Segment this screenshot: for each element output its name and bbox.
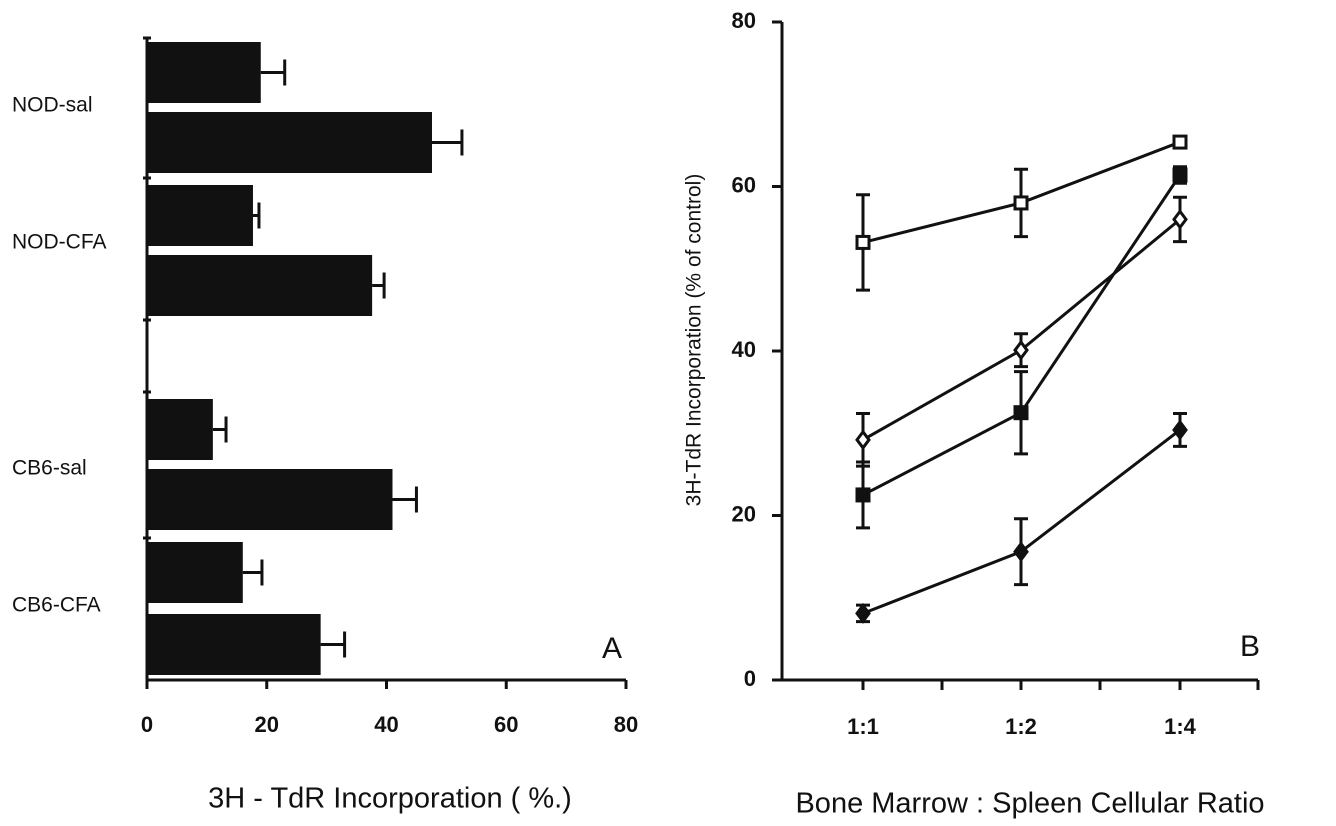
- marker: [1013, 541, 1029, 563]
- x-axis-label: Bone Marrow : Spleen Cellular Ratio: [795, 788, 1264, 820]
- error-bar: [242, 559, 264, 586]
- marker: [1172, 134, 1188, 150]
- error-bar: [372, 272, 386, 299]
- marker: [1172, 208, 1188, 230]
- marker: [855, 234, 871, 250]
- marker: [855, 602, 871, 624]
- bar: [147, 469, 393, 530]
- x-tick-label: 20: [255, 712, 279, 737]
- bar: [147, 255, 373, 316]
- error-bar: [260, 59, 287, 86]
- marker: [1013, 195, 1029, 211]
- y-tick-label: 20: [732, 501, 756, 526]
- x-axis-label: 3H - TdR Incorporation ( %.): [208, 783, 572, 815]
- x-tick-label: 0: [141, 712, 153, 737]
- x-tick-label: 1:1: [847, 714, 879, 739]
- marker: [855, 429, 871, 451]
- error-bar: [320, 631, 347, 658]
- y-tick-label: 80: [732, 8, 756, 33]
- x-tick-label: 80: [614, 712, 638, 737]
- x-tick-label: 1:4: [1164, 714, 1197, 739]
- marker: [1013, 405, 1029, 421]
- category-label: NOD-CFA: [12, 231, 107, 254]
- y-tick-label: 40: [732, 337, 756, 362]
- category-label: CB6-CFA: [12, 594, 101, 617]
- x-tick-label: 1:2: [1005, 714, 1037, 739]
- error-bar: [252, 202, 261, 229]
- bar: [147, 112, 433, 173]
- marker: [1172, 167, 1188, 183]
- category-label: CB6-sal: [12, 457, 87, 480]
- y-tick-label: 0: [744, 666, 756, 691]
- x-tick-label: 60: [494, 712, 518, 737]
- bar: [147, 185, 253, 246]
- marker: [1172, 419, 1188, 441]
- error-bar: [212, 416, 228, 443]
- error-bar: [432, 129, 464, 156]
- y-axis-label: 3H-TdR Incorporation (% of control): [683, 174, 706, 507]
- bar: [147, 399, 213, 460]
- bar: [147, 614, 321, 675]
- marker: [1013, 339, 1029, 361]
- category-label: NOD-sal: [12, 94, 93, 117]
- bar: [147, 542, 243, 603]
- marker: [855, 487, 871, 503]
- y-tick-label: 60: [732, 172, 756, 197]
- panel-label: B: [1240, 630, 1260, 663]
- error-bar: [392, 486, 418, 513]
- x-tick-label: 40: [374, 712, 398, 737]
- bar: [147, 42, 261, 103]
- panel-label: A: [602, 632, 622, 665]
